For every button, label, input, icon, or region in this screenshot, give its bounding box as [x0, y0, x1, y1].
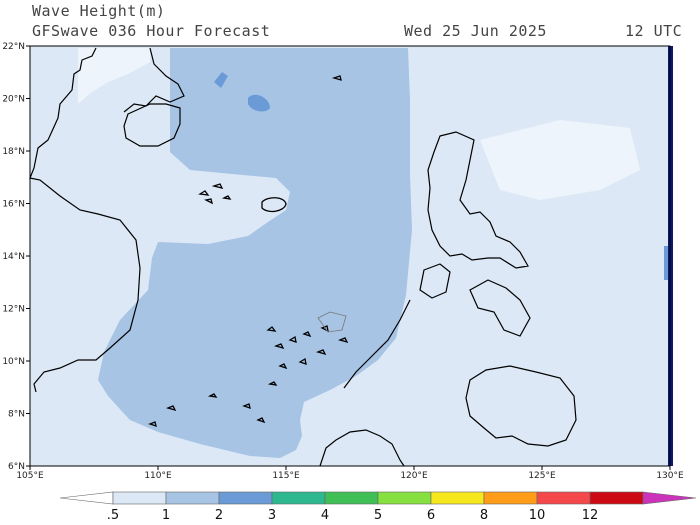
- colorbar-segment: [112, 491, 167, 505]
- lat-tick-label: 12°N: [2, 305, 25, 315]
- lon-tick-label: 105°E: [16, 471, 44, 481]
- lon-tick-label: 115°E: [272, 471, 300, 481]
- spratly-islands: [148, 311, 349, 427]
- coastline-palawan: [343, 299, 411, 389]
- colorbar-segment: [165, 491, 220, 505]
- lat-tick-label: 18°N: [2, 147, 25, 157]
- paracel-islands: [198, 75, 342, 213]
- colorbar-segment: [271, 491, 326, 505]
- colorbar-label: 6: [427, 508, 435, 523]
- colorbar-label: 3: [268, 508, 276, 523]
- colorbar-segment: [483, 491, 538, 505]
- coastline-luzon: [427, 131, 529, 269]
- colorbar-segment: [536, 491, 591, 505]
- colorbar-label: 4: [321, 508, 329, 523]
- lat-tick-label: 10°N: [2, 357, 25, 367]
- lat-tick-label: 14°N: [2, 252, 25, 262]
- lat-tick-label: 6°N: [8, 462, 25, 472]
- colorbar-label: 10: [529, 508, 546, 523]
- colorbar-segment: [324, 491, 379, 505]
- colorbar-segment: [377, 491, 432, 505]
- wave-region-1-2m: [98, 48, 412, 458]
- lat-tick-label: 20°N: [2, 95, 25, 105]
- lat-tick-label: 22°N: [2, 42, 25, 52]
- lat-tick-label: 8°N: [8, 410, 25, 420]
- coastline-vietnam: [29, 47, 141, 393]
- coastline-mindoro: [419, 263, 451, 299]
- calm-area-east: [480, 120, 640, 200]
- wave-region-2-3m-b: [248, 94, 270, 112]
- lon-tick-label: 125°E: [528, 471, 556, 481]
- coastline-hainan: [123, 103, 181, 147]
- colorbar-label: .5: [107, 508, 119, 523]
- wave-region-2-3m-a: [214, 72, 228, 88]
- forecast-time: 12 UTC: [625, 22, 683, 40]
- colorbar-segment: [589, 491, 644, 505]
- coastline-mindanao: [465, 365, 577, 447]
- colorbar-segment: [430, 491, 485, 505]
- forecast-date: Wed 25 Jun 2025: [404, 22, 547, 40]
- colorbar-label: 12: [582, 508, 599, 523]
- colorbar-label: 2: [215, 508, 223, 523]
- colorbar-segment: [218, 491, 273, 505]
- coastline-borneo: [319, 429, 405, 467]
- colorbar-label: 1: [162, 508, 170, 523]
- lat-tick-label: 16°N: [2, 200, 25, 210]
- wave-region-2-3m-edge: [664, 246, 668, 280]
- lon-tick-label: 130°E: [656, 471, 684, 481]
- coastline-south-china: [123, 47, 185, 113]
- map-subtitle: GFSwave 036 Hour Forecast: [32, 22, 271, 40]
- map-title: Wave Height(m): [32, 2, 166, 20]
- colorbar-lower-arrow: [59, 491, 114, 505]
- coastlines: [29, 47, 577, 467]
- lon-tick-label: 110°E: [144, 471, 172, 481]
- colorbar-label: 8: [480, 508, 488, 523]
- calm-area-gulf-tonkin: [78, 48, 150, 104]
- lon-tick-label: 120°E: [400, 471, 428, 481]
- coastline-visayas: [469, 279, 531, 337]
- colorbar-label: 5: [374, 508, 382, 523]
- colorbar-upper-arrow: [642, 491, 697, 505]
